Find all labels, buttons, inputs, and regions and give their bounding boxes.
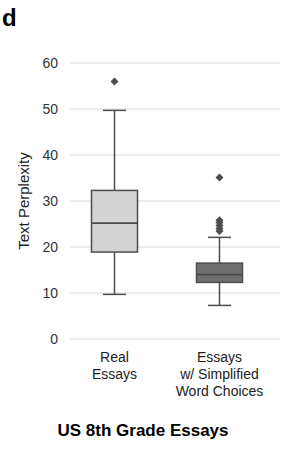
grid-line: [70, 63, 280, 64]
flier: [216, 174, 224, 182]
y-axis-label: Text Perplexity: [15, 152, 32, 250]
y-tick-label: 60: [42, 55, 58, 71]
panel-label: d: [2, 4, 17, 31]
y-tick-label: 40: [42, 147, 58, 163]
whisker-high: [219, 237, 221, 263]
grid-line: [70, 109, 280, 110]
box: [92, 190, 138, 252]
whisker-low: [114, 252, 116, 294]
median: [197, 274, 243, 276]
x-tick-label-line: w/ Simplified: [179, 366, 259, 382]
x-tick-label-line: Essays: [197, 349, 242, 365]
y-tick-label: 30: [42, 193, 58, 209]
whisker-cap-high: [208, 237, 231, 239]
grid-line: [70, 155, 280, 156]
whisker-low: [219, 282, 221, 305]
flier: [216, 216, 224, 224]
x-tick-label-line: Word Choices: [176, 383, 264, 399]
x-tick-label: Essaysw/ SimplifiedWord Choices: [176, 349, 264, 399]
whisker-cap-low: [103, 294, 126, 296]
x-tick-label-line: Real: [100, 349, 129, 365]
plot-area: [92, 77, 243, 305]
whisker-high: [114, 110, 116, 190]
y-tick-label: 50: [42, 101, 58, 117]
grid-line: [70, 339, 280, 340]
whisker-cap-high: [103, 110, 126, 112]
x-tick-label: RealEssays: [92, 349, 137, 382]
median: [92, 222, 138, 224]
flier: [111, 77, 119, 85]
y-tick-label: 0: [50, 331, 58, 347]
chart: d0102030405060Text PerplexityRealEssaysE…: [0, 0, 286, 468]
whisker-cap-low: [208, 305, 231, 307]
box: [197, 263, 243, 282]
title: US 8th Grade Essays: [57, 421, 228, 440]
y-tick-label: 10: [42, 285, 58, 301]
y-tick-label: 20: [42, 239, 58, 255]
x-tick-label-line: Essays: [92, 366, 137, 382]
grid-line: [70, 293, 280, 294]
